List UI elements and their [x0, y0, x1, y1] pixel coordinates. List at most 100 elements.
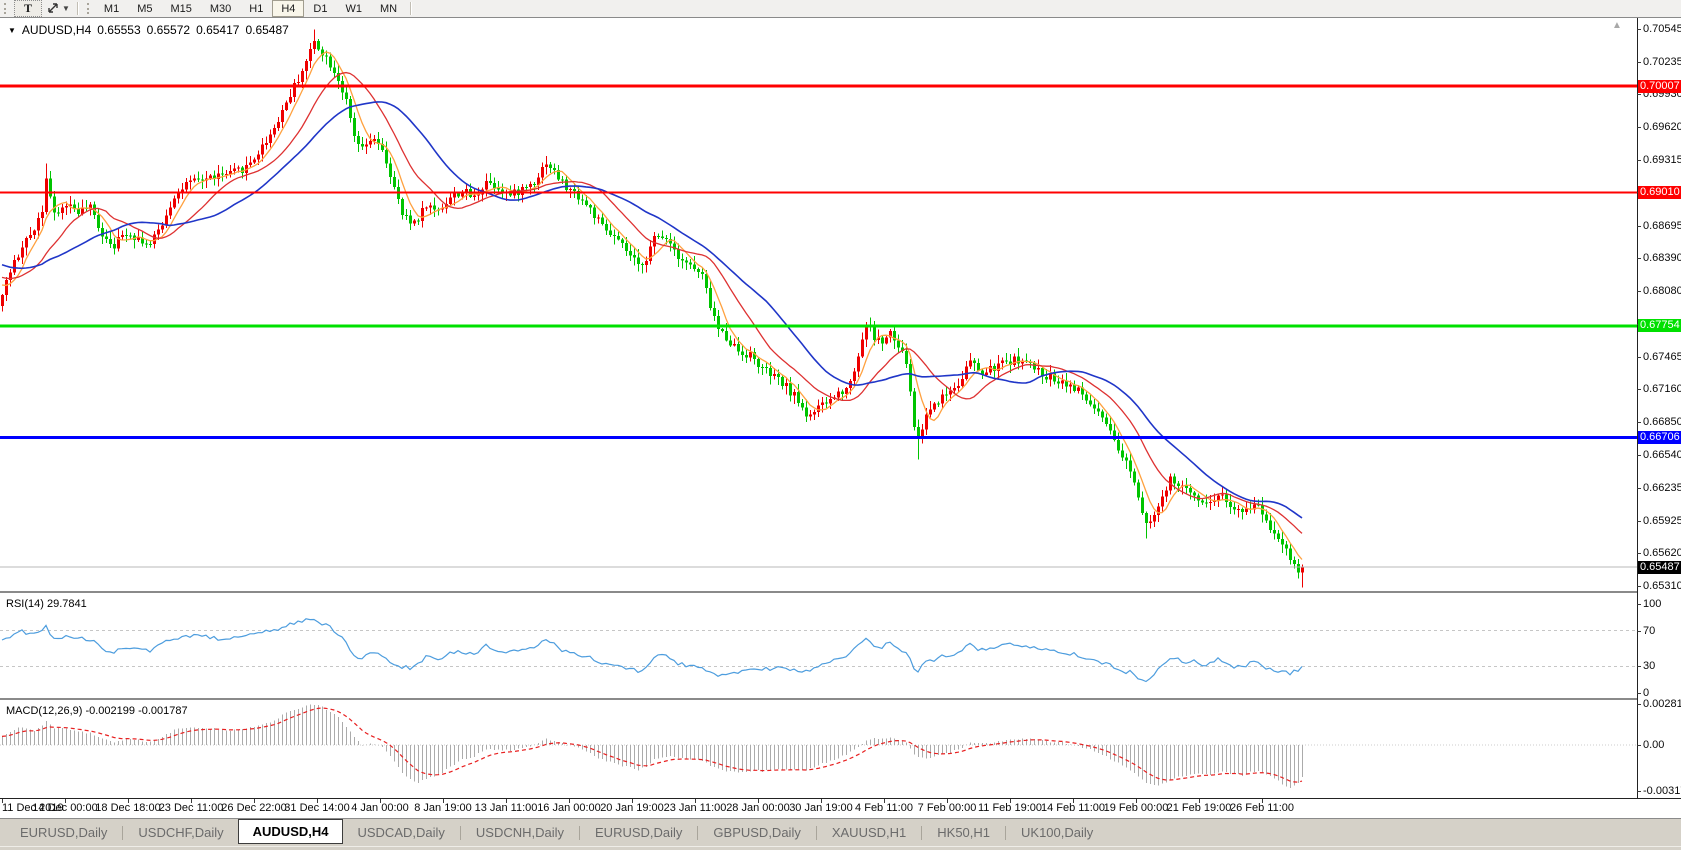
- timeframe-button-mn[interactable]: MN: [379, 2, 398, 15]
- tab-audusd-h4[interactable]: AUDUSD,H4: [237, 819, 344, 844]
- date-tick-label: 21 Feb 19:00: [1166, 802, 1232, 814]
- date-tick-mark: [1073, 799, 1074, 803]
- price-tick-label: 0.68080: [1643, 285, 1681, 297]
- date-tick-label: 4 Jan 00:00: [351, 802, 409, 814]
- tab-divider: [122, 825, 124, 840]
- macd-tick-label: 0.00: [1643, 739, 1665, 751]
- timeframe-button-d1[interactable]: D1: [313, 2, 328, 15]
- price-tick-mark: [1637, 455, 1641, 456]
- tab-divider: [1005, 825, 1007, 840]
- price-tick-mark: [1637, 586, 1641, 587]
- bottom-strip: [0, 846, 1681, 850]
- tab-divider: [697, 825, 699, 840]
- date-tick-label: 4 Feb 11:00: [855, 802, 913, 814]
- tab-hk50-h1[interactable]: HK50,H1: [937, 825, 991, 840]
- rsi-tick-mark: [1637, 604, 1641, 605]
- macd-tick-mark: [1637, 704, 1641, 705]
- symbol-name: AUDUSD,H4: [21, 23, 92, 37]
- tab-eurusd-daily[interactable]: EURUSD,Daily: [20, 825, 108, 840]
- timeframe-button-m1[interactable]: M1: [103, 2, 120, 15]
- level-price-label: 0.67754: [1638, 319, 1681, 332]
- date-tick-mark: [506, 799, 507, 803]
- tab-divider: [921, 825, 923, 840]
- price-tick-mark: [1637, 422, 1641, 423]
- date-tick-label: 11 Feb 19:00: [977, 802, 1043, 814]
- price-tick-mark: [1637, 258, 1641, 259]
- cursor-arrows-button[interactable]: ▼: [45, 1, 72, 16]
- toolbar-grip-2[interactable]: [86, 3, 92, 14]
- date-tick-label: 23 Dec 11:00: [158, 802, 224, 814]
- timeframe-button-w1[interactable]: W1: [345, 2, 362, 15]
- tab-uk100-daily[interactable]: UK100,Daily: [1021, 825, 1094, 840]
- timeframe-button-m5[interactable]: M5: [137, 2, 153, 15]
- price-tick-mark: [1637, 62, 1641, 63]
- date-tick-mark: [758, 799, 759, 803]
- current-price-label: 0.65487: [1638, 561, 1681, 574]
- macd-label: MACD(12,26,9) -0.002199 -0.001787: [6, 705, 188, 717]
- price-tick-label: 0.65310: [1643, 580, 1681, 592]
- date-tick-label: 31 Dec 14:00: [284, 802, 350, 814]
- text-tool-button[interactable]: T: [14, 0, 42, 17]
- timeframe-button-h1[interactable]: H1: [249, 2, 264, 15]
- ohlc-low: 0.65417: [196, 23, 240, 37]
- timeframe-button-m15[interactable]: M15: [170, 2, 192, 15]
- price-tick-label: 0.65620: [1643, 547, 1681, 559]
- scroll-to-end-marker[interactable]: ▲: [1612, 20, 1622, 31]
- date-tick-mark: [695, 799, 696, 803]
- date-tick-mark: [191, 799, 192, 803]
- date-tick-mark: [380, 799, 381, 803]
- rsi-tick-mark: [1637, 631, 1641, 632]
- date-tick-label: 26 Feb 11:00: [1229, 802, 1295, 814]
- chart-plot[interactable]: [0, 18, 1681, 819]
- date-tick-mark: [1199, 799, 1200, 803]
- date-tick-mark: [317, 799, 318, 803]
- tab-usdchf-daily[interactable]: USDCHF,Daily: [138, 825, 224, 840]
- toolbar-grip[interactable]: [4, 3, 9, 14]
- price-tick-label: 0.69620: [1643, 121, 1681, 133]
- toolbar-separator-2: [410, 2, 413, 15]
- price-tick-label: 0.67465: [1643, 351, 1681, 363]
- price-tick-mark: [1637, 291, 1641, 292]
- ohlc-high: 0.65572: [146, 23, 191, 37]
- date-tick-mark: [884, 799, 885, 803]
- tab-usdcad-daily[interactable]: USDCAD,Daily: [357, 825, 445, 840]
- price-tick-label: 0.66540: [1643, 449, 1681, 461]
- tab-xauusd-h1[interactable]: XAUUSD,H1: [831, 825, 907, 840]
- timeframe-button-m30[interactable]: M30: [209, 2, 232, 15]
- rsi-label: RSI(14) 29.7841: [6, 598, 87, 610]
- timeframe-button-h4[interactable]: H4: [272, 0, 305, 17]
- date-tick-label: 28 Jan 00:00: [726, 802, 790, 814]
- date-tick-label: 30 Jan 19:00: [789, 802, 853, 814]
- price-tick-mark: [1637, 94, 1641, 95]
- macd-tick-label: 0.002817: [1643, 698, 1681, 710]
- symbol-dropdown-icon[interactable]: ▼: [8, 25, 16, 35]
- date-tick-mark: [569, 799, 570, 803]
- date-tick-mark: [1262, 799, 1263, 803]
- arrows-icon: [47, 1, 60, 17]
- rsi-tick-label: 70: [1643, 625, 1656, 637]
- date-tick-mark: [65, 799, 66, 803]
- chart-tab-bar: EURUSD,Daily USDCHF,Daily AUDUSD,H4 USDCAD,…: [0, 818, 1681, 846]
- price-tick-mark: [1637, 389, 1641, 390]
- tab-gbpusd-daily[interactable]: GBPUSD,Daily: [713, 825, 801, 840]
- tab-divider: [815, 825, 817, 840]
- price-tick-label: 0.66850: [1643, 416, 1681, 428]
- rsi-tick-label: 0: [1643, 687, 1650, 699]
- date-tick-mark: [443, 799, 444, 803]
- level-price-label: 0.69010: [1638, 186, 1681, 199]
- price-tick-mark: [1637, 521, 1641, 522]
- date-tick-mark: [1010, 799, 1011, 803]
- tab-eurusd-daily[interactable]: EURUSD,Daily: [595, 825, 683, 840]
- price-tick-label: 0.65925: [1643, 515, 1681, 527]
- chevron-down-icon: ▼: [62, 4, 70, 13]
- price-tick-label: 0.70545: [1643, 23, 1681, 35]
- price-tick-mark: [1637, 357, 1641, 358]
- date-tick-mark: [254, 799, 255, 803]
- date-tick-label: 11 Dec 2019: [2, 802, 64, 814]
- ohlc-close: 0.65487: [245, 23, 289, 37]
- tab-usdcnh-daily[interactable]: USDCNH,Daily: [475, 825, 565, 840]
- date-tick-label: 8 Jan 19:00: [414, 802, 472, 814]
- price-tick-mark: [1637, 553, 1641, 554]
- price-tick-mark: [1637, 127, 1641, 128]
